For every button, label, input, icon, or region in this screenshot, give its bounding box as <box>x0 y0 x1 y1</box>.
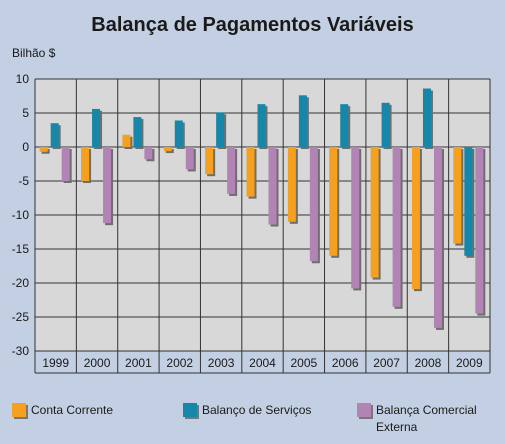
bar <box>133 117 142 147</box>
bar <box>475 147 484 314</box>
y-tick-label: -20 <box>12 276 30 290</box>
bar <box>268 147 277 225</box>
x-tick-label: 2006 <box>332 356 359 370</box>
y-tick-label: 5 <box>22 106 29 120</box>
bar <box>351 147 360 289</box>
bar <box>433 147 442 328</box>
bar <box>411 147 420 290</box>
x-tick-label: 1999 <box>42 356 69 370</box>
bar <box>39 147 48 152</box>
bar <box>185 147 194 170</box>
legend-label: Balança Comercial Externa <box>376 402 477 436</box>
bar <box>103 147 112 224</box>
bar <box>81 147 90 181</box>
x-tick-label: 2002 <box>166 356 193 370</box>
x-tick-label: 2001 <box>125 356 152 370</box>
bar <box>329 147 338 256</box>
x-tick-label: 2000 <box>84 356 111 370</box>
legend-label-line2: Externa <box>376 420 418 434</box>
legend-label: Conta Corrente <box>31 403 114 417</box>
y-tick-label: -25 <box>12 310 30 324</box>
bar <box>340 104 349 147</box>
bar <box>50 123 59 147</box>
bar <box>246 147 255 197</box>
x-tick-label: 2007 <box>373 356 400 370</box>
x-tick-label: 2004 <box>249 356 276 370</box>
bar <box>61 147 70 181</box>
y-tick-label: 0 <box>22 140 29 154</box>
bar <box>205 147 214 175</box>
x-tick-label: 2005 <box>291 356 318 370</box>
bar <box>464 147 473 256</box>
bar <box>298 95 307 147</box>
bar <box>287 147 296 222</box>
legend-label: Balanço de Serviços <box>202 403 312 417</box>
legend-item-balanca-comercial: Balança Comercial Externa <box>357 402 477 436</box>
bar <box>174 120 183 147</box>
x-tick-label: 2009 <box>456 356 483 370</box>
legend-item-balanco-servicos: Balanço de Serviços <box>183 402 311 419</box>
bar <box>309 147 318 262</box>
bar <box>227 147 236 194</box>
bar <box>392 147 401 307</box>
legend-swatch <box>12 403 26 417</box>
bar <box>257 104 266 147</box>
chart-title: Balança de Pagamentos Variáveis <box>91 14 414 36</box>
y-tick-label: -5 <box>18 174 29 188</box>
legend-swatch <box>183 403 197 417</box>
legend-item-conta-corrente: Conta Corrente <box>12 402 113 419</box>
bar <box>216 112 225 147</box>
y-tick-label: -10 <box>12 208 30 222</box>
bar <box>381 102 390 147</box>
y-axis-label: Bilhão $ <box>12 46 56 60</box>
x-tick-label: 2008 <box>415 356 442 370</box>
bar <box>144 147 153 160</box>
x-tick-label: 2003 <box>208 356 235 370</box>
bar <box>453 147 462 244</box>
bar <box>122 134 131 147</box>
legend-swatch <box>357 403 371 417</box>
bar <box>370 147 379 278</box>
legend-label-line1: Balança Comercial <box>376 403 477 417</box>
bar <box>92 108 101 147</box>
y-tick-label: -15 <box>12 242 30 256</box>
y-tick-label: -30 <box>12 344 30 358</box>
bar <box>422 88 431 147</box>
y-tick-label: 10 <box>16 72 30 86</box>
bar <box>163 147 172 152</box>
